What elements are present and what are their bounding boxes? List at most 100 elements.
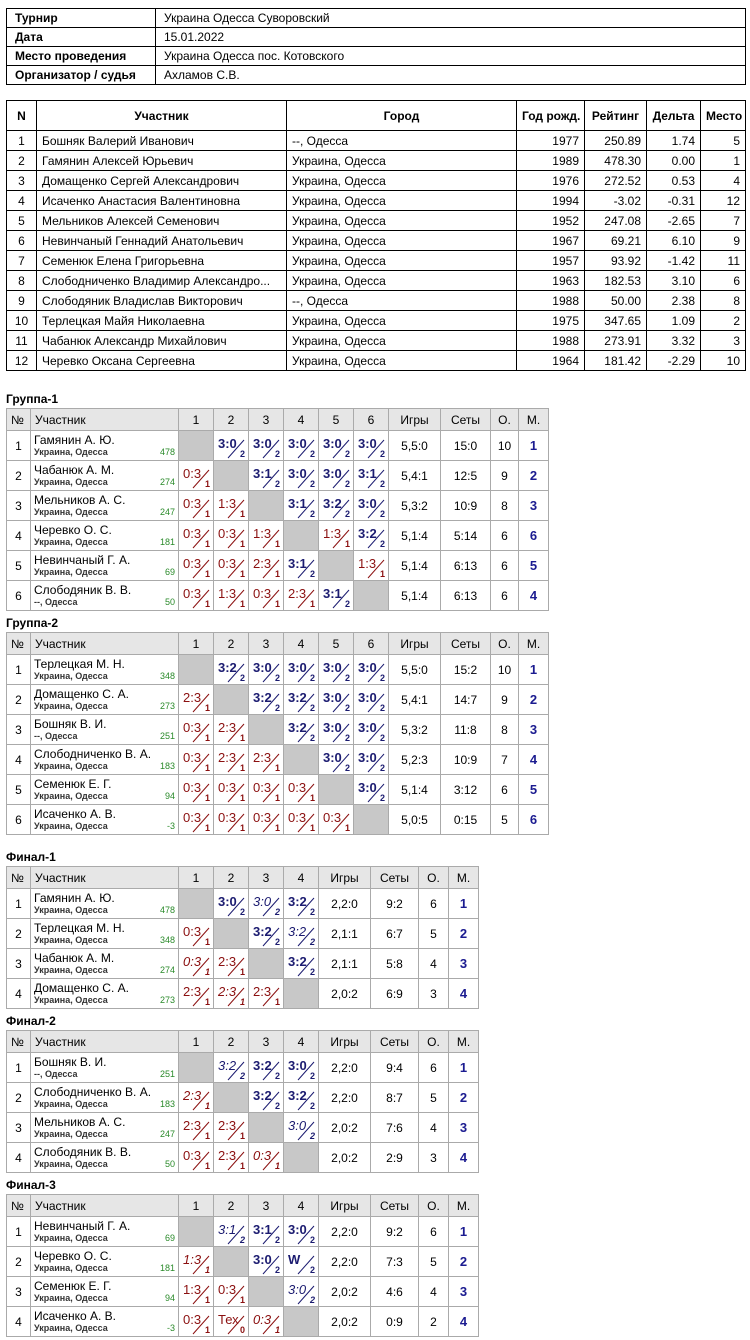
score: 3:2 2 [285, 890, 318, 918]
player-city: --, Одесса [34, 597, 78, 607]
score-cell: 2:3 1 [213, 744, 249, 775]
score-points: 2 [274, 907, 280, 917]
self-cell [318, 550, 354, 581]
points: 3 [418, 1142, 449, 1173]
player-name: Слободяник В. В. [34, 1145, 132, 1159]
score-points: 2 [274, 1265, 280, 1275]
slash-line [227, 753, 245, 773]
score-points: 2 [274, 479, 280, 489]
player: Домащенко С. А. Украина, Одесса 273 [30, 684, 179, 715]
player-row: 3 Чабанюк А. М. Украина, Одесса 274 0:3 1 2:3 1… [6, 948, 479, 979]
player-city: Украина, Одесса [34, 671, 108, 681]
participant-row: 5 Мельников Алексей Семенович Украина, Оде… [6, 210, 746, 231]
place: 1 [448, 1216, 479, 1247]
score-points: 2 [239, 907, 245, 917]
column-header: О. [418, 1194, 449, 1217]
games: 5,1:4 [388, 550, 441, 581]
player-info: Украина, Одесса 247 [34, 1129, 175, 1140]
cell: 7 [700, 210, 746, 231]
player-city: Украина, Одесса [34, 1323, 108, 1333]
score-cell: 0:3 1 [178, 1306, 214, 1337]
slash-line [192, 1091, 210, 1111]
sets: 3:12 [440, 774, 491, 805]
score-slash [227, 559, 245, 579]
column-header: 5 [318, 408, 354, 431]
player-name: Невинчаный Г. А. [34, 1219, 131, 1233]
column-header: Город [286, 100, 517, 131]
player-row: 1 Бошняк В. И. --, Одесса 251 3:2 2 3:2 2 3:0 2 2,… [6, 1052, 479, 1083]
score-points: 1 [239, 1131, 245, 1141]
score-slash [367, 663, 385, 683]
place: 4 [448, 1142, 479, 1173]
games: 2,0:2 [318, 1112, 371, 1143]
score-text: 3:1 [288, 556, 307, 571]
player-info: --, Одесса 251 [34, 731, 175, 742]
column-header: № [6, 866, 31, 889]
score-slash [262, 1225, 280, 1245]
score: 0:3 1 [180, 462, 213, 490]
score-text: 3:2 [288, 690, 307, 705]
score-cell: 2:3 1 [213, 948, 249, 979]
score-cell: 1:3 1 [178, 1276, 214, 1307]
seed: 5 [6, 550, 31, 581]
cell: Украина, Одесса [286, 170, 517, 191]
column-header: Сеты [370, 866, 419, 889]
player-city: Украина, Одесса [34, 1159, 108, 1169]
score-text: 2:3 [218, 954, 237, 969]
score-cell: 0:3 1 [248, 804, 284, 835]
slash-line [297, 957, 315, 977]
score-slash [262, 439, 280, 459]
cell: 2.38 [646, 290, 701, 311]
slash-line [227, 499, 245, 519]
score-cell: 3:0 2 [283, 654, 319, 685]
player-rating: 273 [159, 701, 175, 711]
score-cell: 3:1 2 [283, 550, 319, 581]
cell: 6 [700, 270, 746, 291]
score-slash [227, 1315, 245, 1335]
score: 3:0 2 [355, 656, 388, 684]
score-text: 3:0 [288, 1222, 307, 1237]
games: 5,2:3 [388, 744, 441, 775]
column-header: М. [448, 1194, 479, 1217]
score-cell: 0:3 1 [248, 1306, 284, 1337]
score-slash [297, 813, 315, 833]
score-points: 1 [204, 1131, 210, 1141]
cell: 2 [6, 150, 37, 171]
cell: 182.53 [584, 270, 647, 291]
self-cell [353, 804, 389, 835]
score: 0:3 1 [180, 1144, 213, 1172]
score-slash [367, 529, 385, 549]
score-text: 3:1 [358, 466, 377, 481]
player-name: Бошняк В. И. [34, 1055, 107, 1069]
group-table: № Участник 1 2 3 4 5 6 Игры Сеты О. М. 1 Гамянин А. Ю… [6, 408, 549, 611]
slash-line [262, 987, 280, 1007]
score-points: 1 [274, 823, 280, 833]
slash-line [297, 1121, 315, 1141]
place: 3 [518, 714, 549, 745]
cell: 478.30 [584, 150, 647, 171]
score-points: 2 [309, 1235, 315, 1245]
slash-line [227, 1151, 245, 1171]
score-points: 2 [309, 1265, 315, 1275]
score: 2:3 1 [250, 552, 283, 580]
score-points: 1 [204, 539, 210, 549]
player-rating: 348 [159, 935, 175, 945]
slash-line [227, 723, 245, 743]
participant-row: 12 Черевко Оксана Сергеевна Украина, Одесс… [6, 350, 746, 371]
cell: 3 [700, 330, 746, 351]
player-rating: 181 [159, 537, 175, 547]
score-text: 3:0 [323, 660, 342, 675]
column-header: N [6, 100, 37, 131]
score-points: 2 [309, 1131, 315, 1141]
score-points: 2 [309, 569, 315, 579]
slash-line [297, 1225, 315, 1245]
score-cell: 3:1 2 [318, 580, 354, 611]
score-slash [297, 783, 315, 803]
sets: 10:9 [440, 744, 491, 775]
score-text: 0:3 [183, 954, 202, 969]
score-text: 3:0 [253, 1252, 272, 1267]
sets: 11:8 [440, 714, 491, 745]
score: 3:2 2 [285, 716, 318, 744]
score-slash [262, 987, 280, 1007]
self-cell [353, 580, 389, 611]
